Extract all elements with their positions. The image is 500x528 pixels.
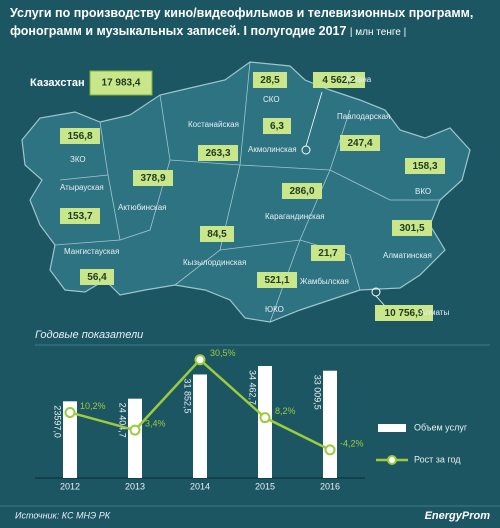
region-value: 158,3 [412, 161, 437, 172]
region-name: Мангистауская [64, 247, 119, 256]
region-value: 286,0 [289, 186, 314, 197]
chart-title: Годовые показатели [35, 329, 143, 341]
bar [323, 370, 337, 478]
region-value: 10 756,9 [385, 308, 424, 319]
region-name: Карагандинская [265, 212, 325, 221]
growth-point [259, 412, 271, 424]
total-name: Казахстан [30, 77, 85, 89]
x-tick-label: 2016 [320, 481, 340, 491]
map: Казахстан 17 983,4 [21, 61, 471, 323]
region-value: 153,7 [67, 211, 92, 222]
growth-point [64, 406, 76, 418]
bar-value-label: 33 009,5 [313, 375, 323, 410]
legend-label: Рост за год [414, 454, 461, 464]
region-value-box [405, 158, 445, 174]
growth-value-label: 30,5% [210, 348, 236, 358]
region-value: 156,8 [67, 131, 92, 142]
region-value-box [263, 118, 291, 134]
region-value: 21,7 [318, 248, 338, 259]
region-value: 378,9 [140, 173, 165, 184]
region-value: 6,3 [270, 121, 284, 132]
legend-swatch-point [387, 455, 397, 465]
region-name: Акмолинская [248, 145, 297, 154]
title-block: Услуги по производству кино/видеофильмов… [10, 4, 490, 42]
region-value-box [60, 208, 100, 224]
region-name: Астана [345, 75, 372, 84]
region-value: 301,5 [399, 223, 424, 234]
source: Источник: КС МНЭ РК [15, 510, 111, 520]
x-tick-label: 2012 [60, 481, 80, 491]
region-name: Алматы [420, 308, 449, 317]
region-value-box [311, 245, 345, 261]
growth-point [324, 444, 336, 456]
bar [128, 398, 142, 478]
almaty-leader [375, 295, 386, 307]
region-value-box [200, 226, 234, 242]
growth-value-label: -4,2% [340, 438, 364, 448]
x-tick-label: 2015 [255, 481, 275, 491]
legend-swatch [378, 424, 406, 432]
bar-value-label: 24 404,7 [118, 403, 128, 438]
map-outline [21, 61, 471, 323]
region-value-box [198, 145, 238, 161]
chart: 2012 2013 2014 2015 2016 23597,0 24 404,7 31 85… [35, 348, 468, 491]
region-value-box [340, 135, 380, 151]
astana-leader [305, 91, 323, 147]
bar-value-label: 31 852,5 [183, 378, 193, 413]
region-value: 521,1 [264, 275, 289, 286]
title-box: Услуги по производству кино/видеофильмов… [10, 4, 490, 42]
region-name: СКО [263, 95, 280, 104]
title: Услуги по производству кино/видеофильмов… [10, 6, 474, 38]
growth-point [194, 354, 206, 366]
region-value-box [60, 128, 100, 144]
total-box [89, 70, 153, 96]
x-tick-label: 2014 [190, 481, 210, 491]
legend-label: Объем услуг [414, 422, 468, 432]
region-value-box [392, 220, 432, 236]
region-value: 4 562,2 [322, 75, 356, 86]
region-value-box [375, 305, 433, 321]
x-tick-label: 2013 [125, 481, 145, 491]
region-value-box [313, 72, 365, 88]
region-name: ЗКО [70, 155, 86, 164]
region-name: Жамбылская [300, 277, 349, 286]
region-value: 247,4 [347, 138, 372, 149]
region-value-box [257, 272, 297, 288]
region-name: ВКО [415, 187, 431, 196]
bar [63, 401, 77, 478]
region-value: 28,5 [260, 75, 280, 86]
region-name: Костанайская [188, 120, 239, 129]
region-name: Кызылординская [183, 258, 246, 267]
logo: EnergyProm [425, 510, 491, 522]
region-name: Атырауская [60, 183, 104, 192]
region-name: ЮКО [265, 305, 284, 314]
region-value: 84,5 [207, 229, 227, 240]
region-value-box [282, 183, 322, 199]
region-name: Актюбинская [118, 203, 167, 212]
total-value: 17 983,4 [102, 78, 141, 89]
region-value: 263,3 [205, 148, 230, 159]
bar-value-label: 34 462,7 [248, 370, 258, 405]
growth-value-label: 10,2% [80, 401, 106, 411]
region-value: 56,4 [87, 272, 107, 283]
bar-value-label: 23597,0 [53, 405, 63, 438]
growth-value-label: 3,4% [145, 419, 166, 429]
region-name: Павлодарская [337, 112, 390, 121]
region-value-box [80, 269, 114, 285]
region-value-box [253, 72, 287, 88]
growth-value-label: 8,2% [275, 406, 296, 416]
region-name: Алматинская [383, 251, 432, 260]
region-value-box [133, 170, 173, 186]
bar [193, 374, 207, 478]
growth-point [129, 424, 141, 436]
unit: | млн тенге | [349, 27, 407, 38]
